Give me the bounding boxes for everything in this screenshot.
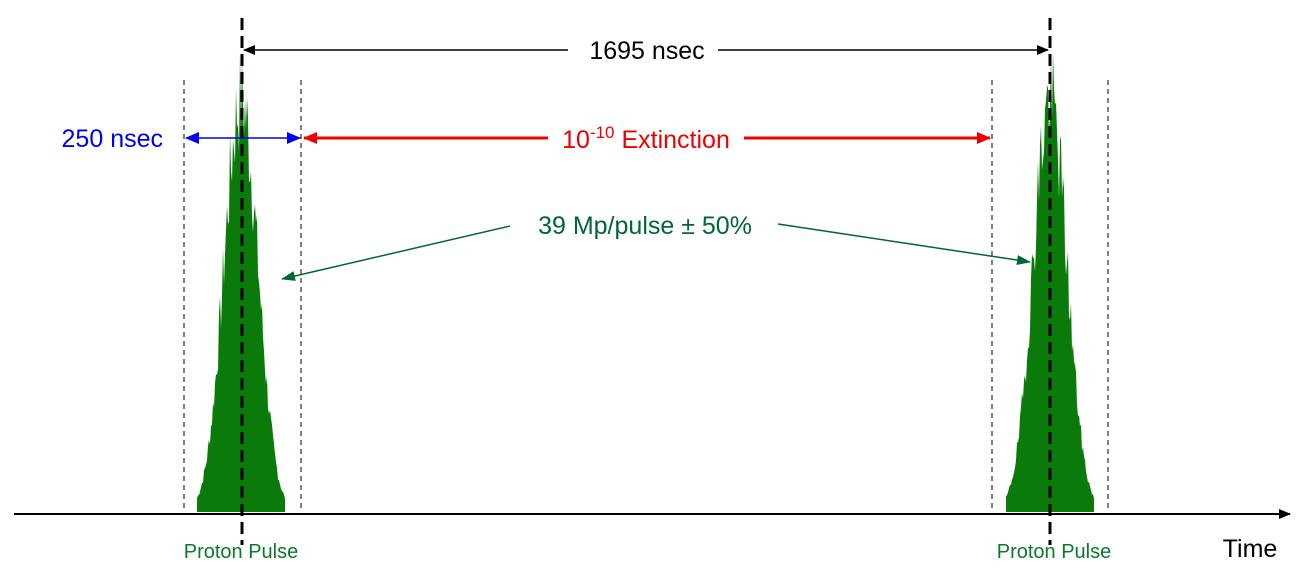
extinction-label: 10-10 Extinction bbox=[562, 123, 730, 154]
right-pulse-label: Proton Pulse bbox=[997, 541, 1112, 563]
pulse-profile bbox=[1006, 52, 1094, 513]
intensity-arrow-right bbox=[777, 223, 1031, 266]
right-proton-pulse-shape bbox=[1006, 52, 1094, 513]
left-pulse-label: Proton Pulse bbox=[184, 541, 299, 563]
period-label: 1695 nsec bbox=[589, 37, 704, 65]
extinction-exponent: -10 bbox=[590, 123, 615, 142]
pulse-width-label: 250 nsec bbox=[62, 125, 163, 153]
extinction-base: 10 bbox=[562, 126, 590, 154]
time-axis-label: Time bbox=[1223, 535, 1278, 563]
intensity-arrow-left bbox=[281, 225, 511, 281]
extinction-word: Extinction bbox=[615, 126, 730, 154]
intensity-label: 39 Mp/pulse ± 50% bbox=[538, 212, 752, 240]
